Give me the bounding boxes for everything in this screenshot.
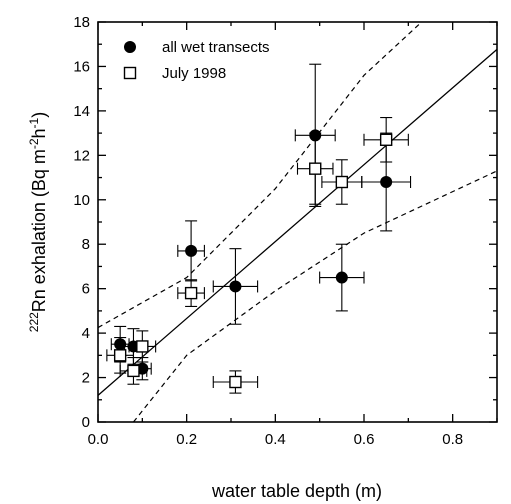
y-tick-label: 4 bbox=[82, 325, 90, 342]
legend-label-series-1: all wet transects bbox=[162, 39, 270, 56]
data-point-open-square bbox=[184, 286, 198, 300]
data-point-filled-circle bbox=[335, 271, 348, 284]
data-point-filled-circle bbox=[229, 280, 242, 293]
data-point-open-square bbox=[335, 175, 349, 189]
y-tick-label: 12 bbox=[73, 147, 90, 164]
legend-marker-filled-circle bbox=[124, 41, 136, 53]
legend-label-series-2: July 1998 bbox=[162, 65, 226, 82]
y-tick-label: 18 bbox=[73, 14, 90, 31]
y-axis-title-sup1: -2 bbox=[27, 138, 41, 149]
data-points bbox=[106, 63, 412, 394]
y-ticks: 0 2 4 6 8 10 12 14 16 18 bbox=[73, 14, 497, 431]
y-tick-label: 6 bbox=[82, 281, 90, 298]
data-point-open-square bbox=[136, 340, 149, 353]
y-axis-title-mid: h bbox=[29, 128, 49, 138]
x-tick-label: 0.8 bbox=[442, 431, 463, 448]
confidence-band-upper bbox=[98, 22, 423, 329]
data-point-open-square bbox=[127, 364, 140, 378]
y-axis-title-main: Rn exhalation (Bq m bbox=[29, 149, 49, 312]
y-tick-label: 2 bbox=[82, 370, 90, 387]
data-point-open-square bbox=[309, 162, 322, 175]
legend-marker-open-square bbox=[123, 66, 137, 80]
y-axis-title: 222Rn exhalation (Bq m-2h-1) bbox=[27, 112, 49, 332]
y-tick-label: 0 bbox=[82, 414, 90, 431]
x-tick-label: 0.0 bbox=[88, 431, 109, 448]
y-tick-label: 16 bbox=[73, 58, 90, 75]
y-axis-title-isotope: 222 bbox=[27, 312, 41, 332]
data-point-filled-circle bbox=[185, 244, 198, 257]
x-tick-label: 0.6 bbox=[354, 431, 375, 448]
y-tick-label: 8 bbox=[82, 236, 90, 253]
confidence-band-lower bbox=[132, 170, 497, 422]
data-point-open-square bbox=[229, 375, 242, 389]
x-ticks: 0.0 0.2 0.4 0.6 0.8 bbox=[88, 22, 498, 448]
data-point-filled-circle bbox=[380, 176, 393, 188]
x-tick-label: 0.4 bbox=[265, 431, 286, 448]
x-axis-title: water table depth (m) bbox=[211, 481, 382, 501]
y-axis-title-sup2: -1 bbox=[27, 117, 41, 128]
x-tick-label: 0.2 bbox=[176, 431, 197, 448]
y-tick-label: 14 bbox=[73, 103, 90, 120]
data-point-open-square bbox=[379, 133, 393, 146]
y-tick-label: 10 bbox=[73, 192, 90, 209]
data-point-open-square bbox=[113, 349, 127, 362]
regression-line bbox=[98, 48, 497, 396]
y-axis-title-end: ) bbox=[29, 112, 49, 118]
legend: all wet transects July 1998 bbox=[123, 39, 270, 82]
